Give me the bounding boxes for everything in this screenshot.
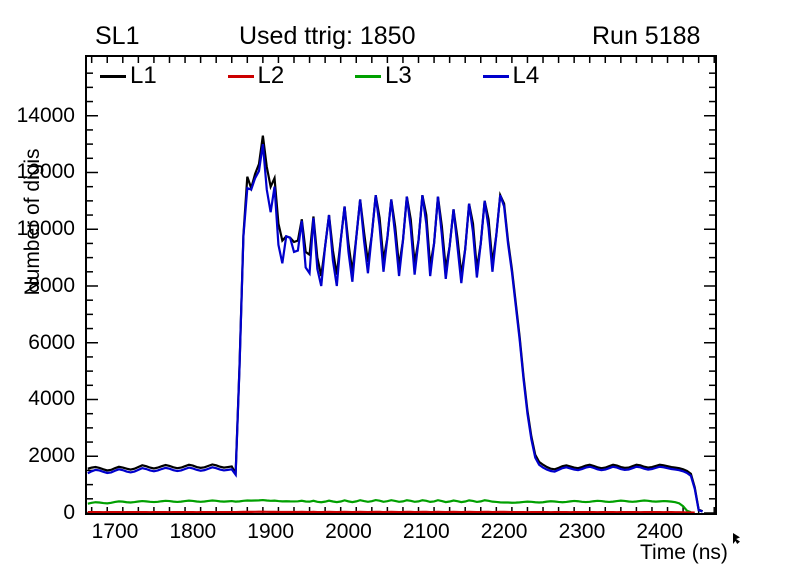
y-tick-label: 0	[63, 501, 75, 524]
legend-swatch-l2	[227, 74, 254, 78]
x-axis-title: Time (ns)	[640, 541, 728, 564]
x-tick-label: 2100	[402, 520, 450, 543]
plot-svg	[87, 57, 715, 513]
legend-label-l4: L4	[512, 62, 540, 89]
y-tick-label: 14000	[16, 103, 75, 127]
y-tick-label: 8000	[28, 273, 75, 297]
y-tick-label: 12000	[16, 160, 75, 184]
x-tick-label: 1700	[91, 520, 139, 543]
x-tick-label: 1800	[169, 520, 217, 543]
legend-swatch-l4	[482, 74, 509, 78]
y-tick-label: 10000	[16, 217, 75, 241]
x-tick-label: 2400	[636, 520, 684, 543]
x-tick-label: 2000	[325, 520, 372, 543]
legend: L1 L2 L3 L4	[100, 61, 610, 91]
y-tick-label: 6000	[28, 330, 75, 354]
x-tick-label: 2300	[558, 520, 606, 543]
y-tick-label: 4000	[28, 387, 75, 411]
series-line-l2	[87, 510, 695, 513]
legend-label-l2: L2	[257, 62, 285, 89]
axis-ticks	[87, 57, 715, 513]
legend-entry-l2[interactable]: L2	[227, 62, 356, 89]
series-line-l3	[87, 498, 692, 513]
legend-entry-l4[interactable]: L4	[482, 62, 611, 89]
series-line-l4	[87, 143, 703, 513]
x-tick-label: 2200	[480, 520, 528, 543]
y-tick-label: 2000	[28, 444, 75, 468]
legend-entry-l3[interactable]: L3	[355, 64, 483, 88]
x-tick-label: 1900	[247, 520, 294, 543]
legend-swatch-l1	[100, 74, 126, 78]
legend-label-l1: L1	[130, 62, 157, 89]
superlayer-label: SL1	[95, 22, 140, 50]
legend-label-l3: L3	[385, 62, 412, 89]
ttrig-label: Used ttrig: 1850	[239, 22, 416, 50]
legend-swatch-l3	[355, 74, 381, 78]
series-line-l1	[87, 135, 703, 513]
legend-entry-l1[interactable]: L1	[100, 64, 228, 88]
mouse-cursor-icon	[733, 533, 740, 544]
plot-area	[85, 55, 717, 515]
run-label: Run 5188	[592, 22, 701, 50]
